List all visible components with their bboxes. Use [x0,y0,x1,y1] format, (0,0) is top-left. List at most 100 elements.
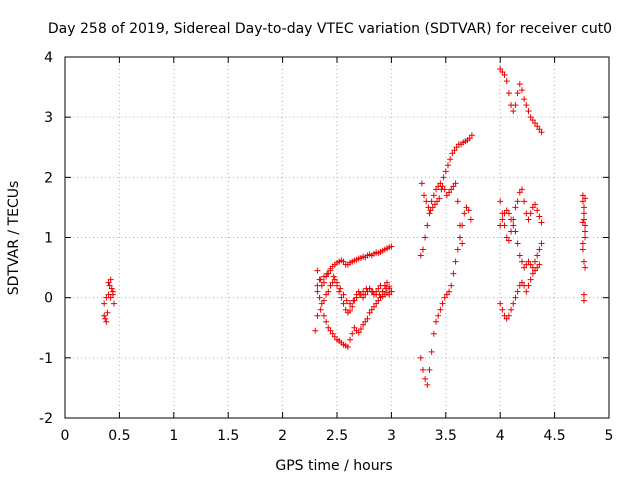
data-point [340,258,347,265]
y-tick-label: 0 [44,291,53,307]
data-point [437,306,444,313]
data-point [532,201,539,208]
data-point [435,312,442,319]
data-point [325,324,332,331]
data-point [512,204,519,211]
data-point [347,336,354,343]
x-tick-label: 2 [278,428,287,444]
data-point [320,312,327,319]
data-point [316,294,323,301]
data-point [433,318,440,325]
data-point [314,288,321,295]
data-point [340,291,347,298]
data-point [456,222,463,229]
data-point [582,195,589,202]
data-point [110,300,117,307]
data-point [426,210,433,217]
data-point [323,318,330,325]
data-point [443,192,450,199]
data-point [512,228,519,235]
data-point [527,276,534,283]
data-point [342,306,349,313]
data-point [446,288,453,295]
data-point [503,78,510,85]
data-point [437,180,444,187]
data-point [525,282,532,289]
data-point [529,117,536,124]
y-tick-label: 1 [44,231,53,247]
data-point [579,246,586,253]
x-tick-label: 1.5 [217,428,239,444]
data-point [518,87,525,94]
data-point [527,114,534,121]
data-point [505,312,512,319]
y-tick-labels: -2 -1 0 1 2 3 4 [39,50,53,427]
data-point [582,222,589,229]
data-point [521,264,528,271]
data-point [582,228,589,235]
data-point [384,279,391,286]
data-point [441,294,448,301]
data-point [534,264,541,271]
data-point [353,294,360,301]
data-point [436,195,443,202]
data-point [338,294,345,301]
data-point [536,261,543,268]
data-point [580,216,587,223]
data-point [467,216,474,223]
data-point [450,270,457,277]
data-point [497,198,504,205]
data-point [434,198,441,205]
data-point [465,207,472,214]
data-point [331,333,338,340]
data-point [456,234,463,241]
data-point [418,180,425,187]
data-point [521,96,528,103]
data-point [379,288,386,295]
data-point [459,240,466,247]
data-point [107,276,114,283]
data-point [538,240,545,247]
data-point [441,186,448,193]
x-tick-label: 3 [387,428,396,444]
x-tick-label: 5 [605,428,614,444]
data-point [388,288,395,295]
data-point [525,108,532,115]
data-point [439,183,446,190]
data-point [579,192,586,199]
data-point [510,108,517,115]
data-point [109,291,116,298]
data-point [386,283,393,290]
data-point [368,306,375,313]
data-point [439,300,446,307]
data-point [536,213,543,220]
data-point [534,123,541,130]
data-point [366,309,373,316]
data-point [523,102,530,109]
data-point [580,297,587,304]
data-point [360,294,367,301]
chart-title: Day 258 of 2019, Sidereal Day-to-day VTE… [48,21,612,37]
data-point [453,144,460,151]
data-point [508,306,515,313]
data-point [450,183,457,190]
data-point [499,306,506,313]
data-point [518,279,525,286]
data-point [449,150,456,157]
data-point [447,156,454,163]
data-point [317,306,324,313]
y-axis-label: SDTVAR / TECUs [6,181,22,296]
data-point [454,246,461,253]
data-point [497,66,504,73]
x-tick-label: 0.5 [108,428,130,444]
data-point [327,282,334,289]
data-point [580,258,587,265]
data-point [334,279,340,286]
data-point [312,327,319,334]
data-point [107,294,114,301]
data-point [386,291,393,298]
y-tick-label: -1 [39,351,53,367]
data-point [320,279,327,286]
data-point [314,267,321,274]
data-point [444,162,451,169]
